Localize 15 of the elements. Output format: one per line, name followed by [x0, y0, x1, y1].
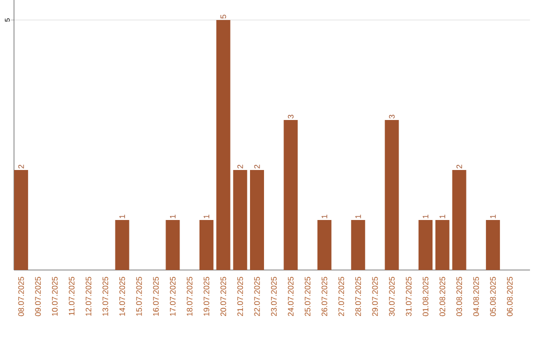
bar: [351, 220, 366, 270]
bar: [233, 170, 248, 270]
bar: [115, 220, 130, 270]
bar: [384, 120, 399, 270]
bar: [199, 220, 214, 270]
bar: [14, 170, 28, 270]
bar: [418, 220, 433, 270]
bar: [452, 170, 466, 270]
bar: [486, 220, 500, 270]
bar: [166, 220, 180, 270]
bar: [317, 220, 332, 270]
bar: [250, 170, 264, 270]
bar: [284, 120, 298, 270]
bar: [435, 220, 450, 270]
bar: [216, 20, 230, 270]
